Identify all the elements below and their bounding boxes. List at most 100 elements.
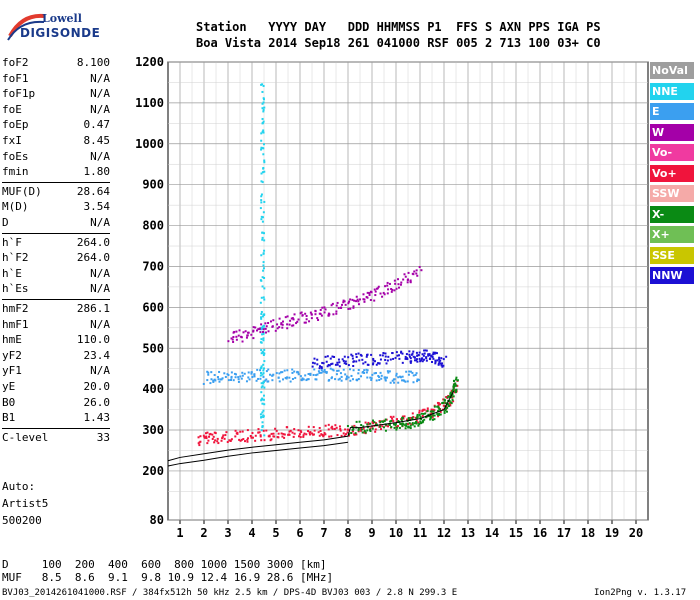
- param-value: N/A: [90, 149, 110, 163]
- echo-point: [338, 377, 341, 380]
- echo-point: [430, 355, 433, 358]
- echo-point: [360, 424, 363, 427]
- echo-point: [413, 425, 416, 428]
- echo-point: [361, 431, 364, 434]
- echo-point: [313, 429, 316, 432]
- param-name: B0: [2, 395, 16, 409]
- echo-point: [261, 402, 264, 405]
- echo-point: [210, 378, 213, 381]
- param-row: hmE 110.0: [2, 333, 110, 347]
- echo-point: [261, 326, 264, 329]
- param-value: 0.47: [83, 118, 111, 132]
- echo-point: [443, 410, 446, 413]
- echo-point: [379, 428, 382, 431]
- echo-point: [292, 435, 295, 438]
- echo-point: [374, 290, 377, 293]
- echo-point: [206, 431, 209, 434]
- echo-point: [419, 415, 422, 418]
- echo-point: [259, 207, 262, 210]
- echo-point: [445, 355, 448, 358]
- echo-point: [328, 364, 331, 367]
- echo-point: [427, 354, 430, 357]
- echo-point: [396, 425, 399, 428]
- echo-point: [335, 304, 338, 307]
- echo-point: [433, 409, 436, 412]
- echo-point: [400, 350, 403, 353]
- echo-point: [341, 358, 344, 361]
- echo-point: [442, 401, 445, 404]
- echo-point: [437, 415, 440, 418]
- echo-point: [373, 372, 376, 375]
- echo-point: [404, 355, 407, 358]
- param-row: foEs N/A: [2, 150, 110, 164]
- param-name: yF2: [2, 348, 22, 362]
- echo-point: [232, 340, 235, 343]
- echo-point: [261, 181, 264, 184]
- echo-point: [386, 292, 389, 295]
- echo-point: [260, 215, 263, 218]
- echo-point: [394, 282, 397, 285]
- echo-point: [211, 437, 214, 440]
- echo-point: [240, 438, 243, 441]
- echo-point: [283, 436, 286, 439]
- echo-point: [206, 442, 209, 445]
- echo-point: [345, 362, 348, 365]
- echo-point: [220, 378, 223, 381]
- echo-point: [369, 422, 372, 425]
- echo-point: [261, 90, 264, 93]
- param-value: 1.43: [83, 411, 111, 425]
- echo-point: [223, 437, 226, 440]
- echo-point: [351, 357, 354, 360]
- echo-point: [425, 356, 428, 359]
- echo-point: [318, 367, 321, 370]
- echo-point: [260, 349, 263, 352]
- echo-point: [441, 365, 444, 368]
- echo-point: [362, 298, 365, 301]
- echo-point: [299, 436, 302, 439]
- echo-point: [257, 431, 260, 434]
- echo-point: [309, 311, 312, 314]
- echo-point: [429, 410, 432, 413]
- echo-point: [414, 373, 417, 376]
- echo-point: [286, 315, 289, 318]
- echo-point: [415, 359, 418, 362]
- echo-point: [365, 371, 368, 374]
- echo-point: [289, 380, 292, 383]
- echo-point: [260, 218, 263, 221]
- echo-point: [264, 322, 267, 325]
- echo-point: [254, 434, 257, 437]
- echo-point: [345, 377, 348, 380]
- y-tick-label: 80: [150, 513, 164, 527]
- echo-point: [259, 374, 262, 377]
- echo-point: [422, 354, 425, 357]
- echo-point: [399, 375, 402, 378]
- echo-point: [247, 376, 250, 379]
- echo-point: [283, 369, 286, 372]
- echo-point: [424, 349, 427, 352]
- param-value: N/A: [90, 317, 110, 331]
- echo-point: [396, 420, 399, 423]
- y-tick-label: 200: [142, 464, 164, 478]
- echo-point: [262, 252, 265, 255]
- echo-point: [412, 350, 415, 353]
- echo-point: [380, 377, 383, 380]
- echo-point: [372, 362, 375, 365]
- echo-point: [261, 421, 264, 424]
- echo-point: [237, 376, 240, 379]
- echo-point: [237, 380, 240, 383]
- param-row: foE N/A: [2, 103, 110, 117]
- echo-point: [386, 281, 389, 284]
- echo-point: [389, 420, 392, 423]
- echo-point: [409, 427, 412, 430]
- echo-point: [396, 354, 399, 357]
- echo-point: [335, 373, 338, 376]
- echo-point: [336, 369, 339, 372]
- echo-point: [263, 434, 266, 437]
- echo-point: [217, 378, 220, 381]
- y-tick-label: 700: [142, 259, 164, 273]
- echo-point: [352, 430, 355, 433]
- echo-point: [348, 434, 351, 437]
- echo-point: [299, 312, 302, 315]
- echo-point: [434, 359, 437, 362]
- echo-point: [342, 368, 345, 371]
